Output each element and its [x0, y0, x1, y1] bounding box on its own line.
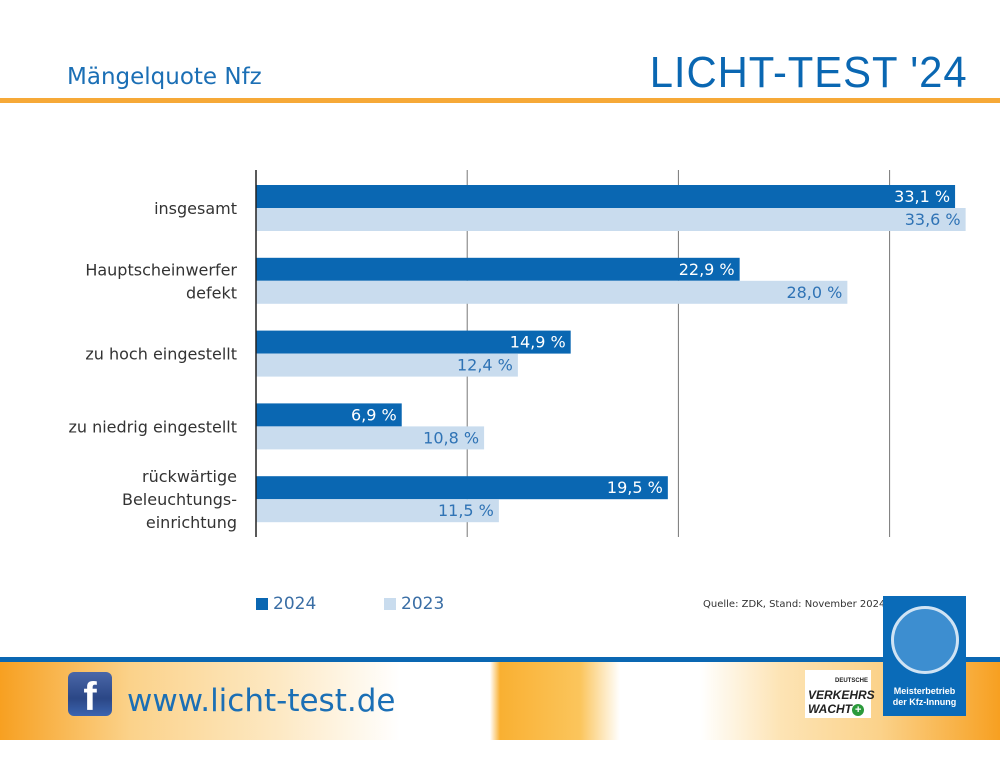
vw-line1: VERKEHRS — [808, 688, 875, 702]
category-label: rückwärtige Beleuchtungs-einrichtung — [122, 467, 237, 532]
seal-line2: der Kfz-Innung — [892, 697, 957, 707]
facebook-icon[interactable]: f — [68, 672, 112, 716]
bar-2023 — [256, 353, 518, 377]
header-divider — [0, 98, 1000, 103]
bar-2023 — [256, 499, 499, 523]
data-label: 28,0 % — [786, 283, 842, 302]
data-label: 33,1 % — [894, 187, 950, 206]
bar-2024 — [256, 403, 402, 427]
verkehrswacht-logo: DEUTSCHE VERKEHRS WACHT + — [805, 670, 875, 718]
source-note: Quelle: ZDK, Stand: November 2024 — [703, 599, 886, 610]
website-link[interactable]: www.licht-test.de — [127, 683, 396, 719]
bar-chart: 33,1 % 33,6 % insgesamt 22,9 % 28,0 % Hauptsc… — [68, 170, 966, 537]
seal-line1: Meisterbetrieb — [893, 686, 956, 696]
plus-icon: + — [852, 704, 864, 716]
data-label: 33,6 % — [905, 210, 961, 229]
legend-label: 2024 — [273, 594, 317, 614]
legend-swatch — [256, 598, 268, 610]
data-label: 14,9 % — [510, 333, 566, 352]
data-label: 10,8 % — [423, 428, 479, 447]
data-label: 22,9 % — [679, 260, 735, 279]
innung-seal-logo: Meisterbetrieb der Kfz-Innung — [883, 596, 966, 716]
bar-2024 — [256, 476, 668, 500]
legend-swatch — [384, 598, 396, 610]
data-label: 11,5 % — [438, 501, 494, 520]
bar-2024 — [256, 330, 571, 354]
category-label: zu niedrig eingestellt — [68, 417, 237, 436]
data-label: 6,9 % — [351, 405, 397, 424]
legend-label: 2023 — [401, 594, 445, 614]
footer-divider — [0, 657, 1000, 662]
category-label: zu hoch eingestellt — [85, 345, 237, 364]
category-label: Hauptscheinwerfer defekt — [85, 260, 237, 302]
data-label: 12,4 % — [457, 356, 513, 375]
brand-logo: LICHT-TEST '24 — [650, 48, 968, 97]
bar-2023 — [256, 208, 966, 231]
bar-2023 — [256, 426, 485, 450]
chart-subtitle: Mängelquote Nfz — [67, 64, 262, 90]
data-label: 19,5 % — [607, 478, 663, 497]
vw-small: DEUTSCHE — [834, 678, 868, 684]
legend-item-2023: 2023 — [384, 594, 444, 614]
vw-line2: WACHT — [808, 702, 852, 716]
category-label: insgesamt — [154, 199, 237, 218]
bar-2024 — [256, 185, 956, 208]
legend-item-2024: 2024 — [256, 594, 316, 614]
bar-2024 — [256, 257, 740, 281]
car-seal-icon — [890, 606, 959, 674]
bar-2023 — [256, 280, 848, 304]
